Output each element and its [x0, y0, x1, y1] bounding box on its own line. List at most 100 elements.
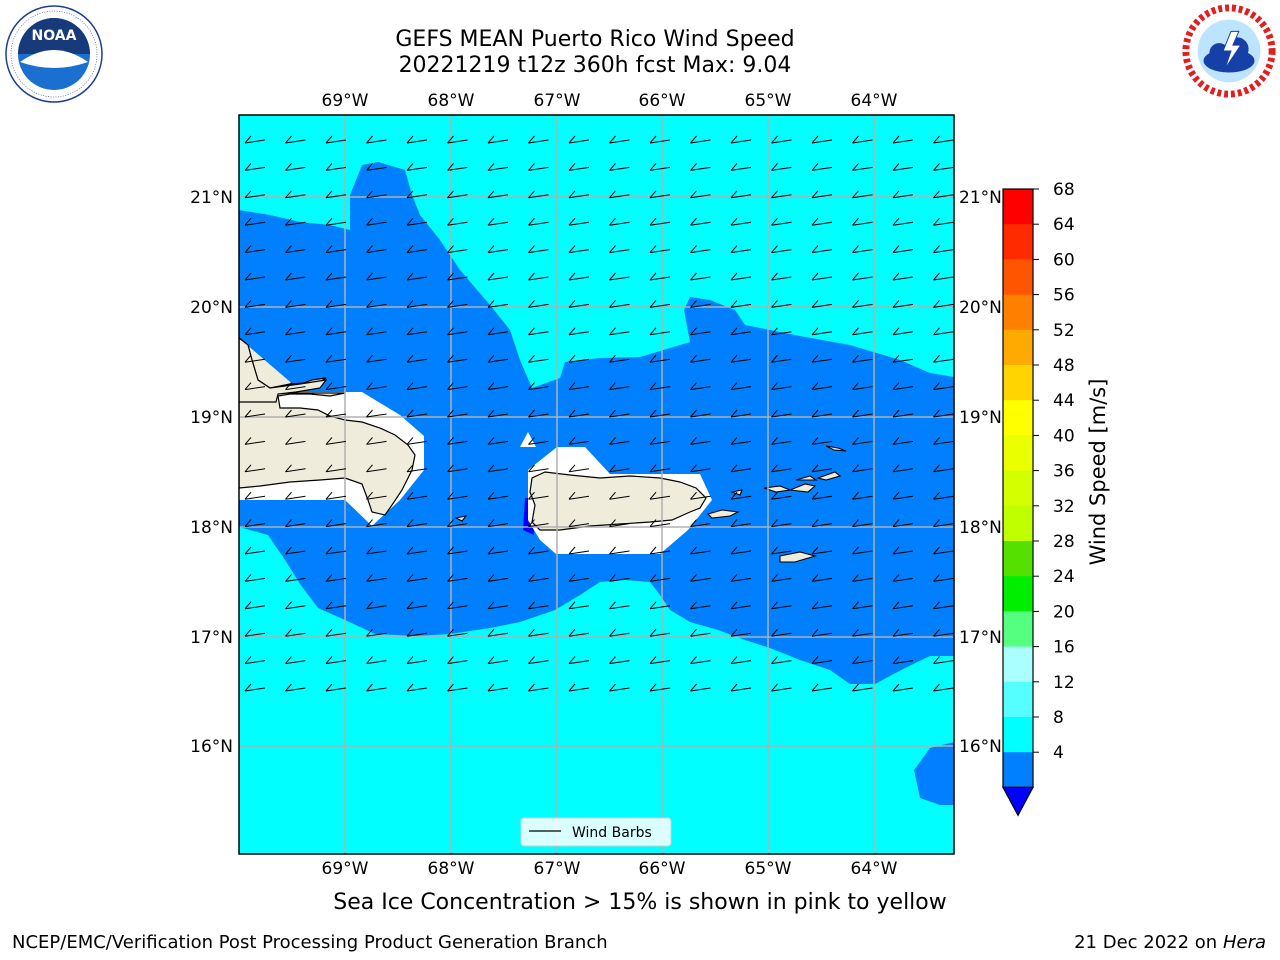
wind-barb: [690, 574, 711, 582]
lat-label-right: 20°N: [959, 298, 1002, 318]
wind-barb: [730, 135, 752, 144]
wind-barb: [528, 300, 549, 308]
wind-barb: [730, 437, 752, 445]
wind-barb: [366, 135, 387, 144]
wind-barb: [366, 491, 387, 500]
wind-barb: [690, 217, 711, 226]
wind-barb: [690, 437, 711, 445]
wind-barb: [609, 300, 630, 308]
wind-barb: [892, 491, 914, 500]
wind-barb: [487, 327, 509, 336]
wind-barb: [649, 409, 671, 418]
wind-barb: [285, 574, 306, 582]
wind-barb: [730, 546, 752, 555]
wind-barb: [447, 656, 468, 665]
wind-barb: [244, 354, 266, 363]
wind-barb: [325, 354, 347, 363]
wind-barb: [811, 135, 833, 144]
colorbar-tick-label: 24: [1053, 567, 1075, 587]
wind-barb: [325, 409, 347, 418]
gridlines: [239, 115, 954, 854]
wind-barb: [892, 245, 914, 254]
lon-label-top: 68°W: [428, 91, 475, 111]
noaa-logo: NOAA: [5, 5, 103, 103]
wind-barb: [528, 163, 549, 171]
wind-barb: [649, 163, 671, 171]
wind-barb: [933, 354, 954, 363]
wind-barb: [730, 300, 752, 308]
wind-barb: [811, 217, 833, 226]
wind-barb: [325, 464, 347, 473]
wind-barb: [244, 656, 266, 665]
wind-barb: [690, 163, 711, 171]
wind-barb: [568, 190, 590, 199]
wind-barb: [244, 519, 266, 528]
wind-barb: [771, 519, 792, 528]
wind-barb: [609, 190, 630, 199]
colorbar-tick-label: 40: [1053, 426, 1075, 446]
wind-barb: [811, 574, 833, 582]
wind-barb: [325, 574, 347, 582]
wind-barb: [933, 546, 954, 555]
wind-barb: [406, 628, 428, 637]
colorbar-label: Wind Speed [m/s]: [1086, 379, 1110, 566]
wind-barb: [366, 628, 387, 637]
wind-barb: [568, 491, 590, 500]
wind-barb: [487, 601, 509, 610]
colorbar-tick-label: 20: [1053, 602, 1075, 622]
colorbar-tick-label: 28: [1053, 532, 1075, 552]
wind-barb: [771, 437, 792, 445]
wind-barb: [852, 190, 873, 199]
wind-barb: [852, 628, 873, 637]
wind-barb: [649, 519, 671, 528]
wind-barb: [528, 382, 549, 391]
wind-barb: [609, 601, 630, 610]
lon-label-top: 67°W: [534, 91, 581, 111]
wind-barb: [528, 519, 549, 528]
wind-barb: [325, 163, 347, 171]
colorbar-segment: [1003, 541, 1033, 577]
wind-barb: [447, 163, 468, 171]
wind-barb: [811, 382, 833, 391]
wind-barb: [244, 628, 266, 637]
wind-barb: [528, 437, 549, 445]
wind-barb: [528, 628, 549, 637]
wind-barb: [690, 491, 711, 500]
wind-barb: [892, 190, 914, 199]
wind-barb: [690, 464, 711, 473]
wind-barb: [811, 683, 833, 692]
wind-barb: [325, 628, 347, 637]
wind-barb: [568, 519, 590, 528]
wind-barb: [892, 574, 914, 582]
wind-barb: [649, 135, 671, 144]
wind-barb: [325, 190, 347, 199]
wind-barb: [852, 601, 873, 610]
wind-barb: [771, 217, 792, 226]
wind-barb: [406, 354, 428, 363]
wind-barb: [528, 272, 549, 281]
wind-barb: [285, 354, 306, 363]
wind-barb: [933, 245, 954, 254]
wind-barb: [933, 135, 954, 144]
wind-barb: [568, 546, 590, 555]
wind-barb: [649, 601, 671, 610]
colorbar-tick-label: 36: [1053, 462, 1075, 482]
wind-barb: [771, 190, 792, 199]
wind-barb: [487, 163, 509, 171]
wind-barb: [933, 217, 954, 226]
wind-barb: [933, 163, 954, 171]
wind-barb: [609, 272, 630, 281]
wind-barb: [244, 437, 266, 445]
wind-barb: [487, 628, 509, 637]
wind-barb: [852, 382, 873, 391]
wind-barb: [933, 574, 954, 582]
wind-barb: [771, 601, 792, 610]
wind-barb: [528, 245, 549, 254]
wind-barb: [244, 272, 266, 281]
wind-barb: [730, 491, 752, 500]
wind-barb: [852, 437, 873, 445]
wind-barb: [892, 656, 914, 665]
wind-barb: [285, 272, 306, 281]
wind-barb: [933, 272, 954, 281]
wind-barb: [730, 601, 752, 610]
